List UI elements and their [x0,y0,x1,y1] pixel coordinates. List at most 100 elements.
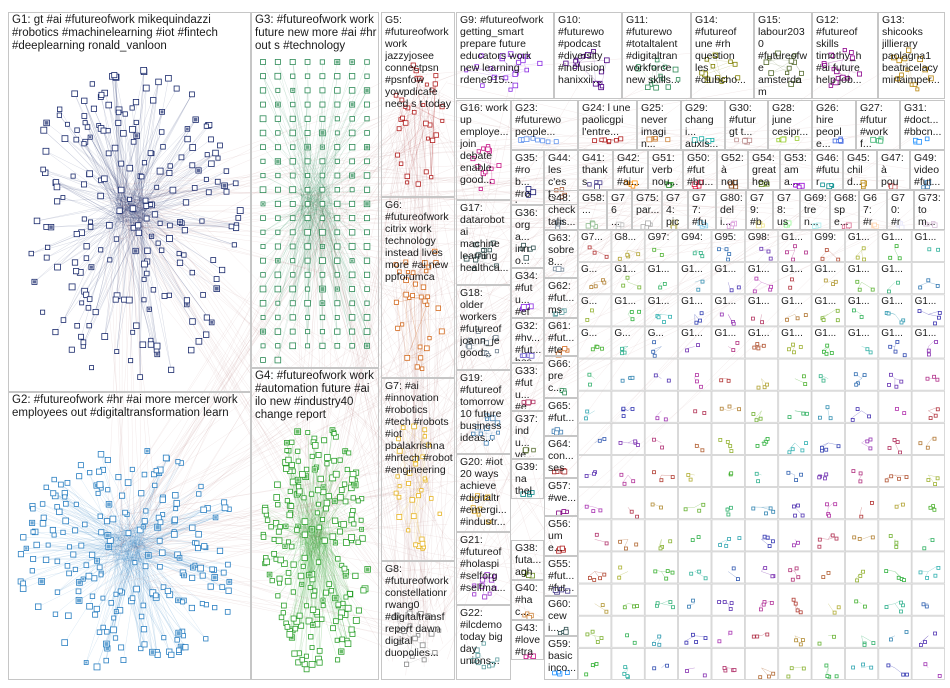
small-group-frame [578,519,612,552]
node [696,183,702,189]
node [155,78,162,86]
small-group-frame [644,615,679,648]
node [168,366,175,373]
small-group-frame [744,551,779,584]
node [151,211,159,218]
node [861,182,866,188]
node [215,155,221,161]
node [54,263,61,271]
node [395,474,400,479]
small-group-frame [578,583,612,616]
small-group-frame [578,294,612,327]
node [289,328,296,335]
node [347,591,353,597]
node [260,314,266,320]
node [142,563,149,570]
group-frame [554,12,622,99]
node [349,328,356,335]
group-frame [544,636,578,680]
node [288,461,295,468]
node [705,76,710,81]
node [406,480,411,486]
node [274,115,281,122]
node [337,614,343,620]
node [319,228,326,236]
node [156,167,164,175]
node [89,81,95,87]
node [277,556,284,564]
node [405,180,410,185]
node [201,543,208,550]
group-frame [544,398,578,436]
small-group-frame [845,390,879,423]
small-group-frame [845,487,879,520]
node [728,59,733,64]
node [337,493,344,501]
small-group-frame [578,230,612,263]
node [289,215,296,221]
node [331,431,337,437]
node [35,603,42,610]
node [144,247,151,254]
node [274,356,282,364]
node [285,456,292,464]
node [98,247,104,253]
node [112,296,119,303]
node [775,50,781,57]
node [138,490,145,497]
node [319,329,325,335]
node [348,626,355,633]
node [512,82,519,89]
node [33,541,40,549]
group-frame [511,268,544,318]
node [96,481,104,489]
node [290,615,297,622]
node [218,266,226,274]
node [528,653,533,658]
node [423,268,429,274]
node [328,588,335,594]
node [81,181,88,188]
node [319,87,326,94]
small-group-frame [911,487,945,520]
node [485,519,491,525]
small-group-frame [778,294,812,327]
group-frame [662,190,688,230]
node [92,308,99,316]
node [86,170,94,178]
node [280,602,287,609]
group-frame [877,150,910,190]
node [289,172,296,179]
node [289,129,296,137]
node [289,158,296,165]
node [319,616,325,622]
node [280,610,286,616]
node [81,97,88,104]
node [212,605,218,611]
node [260,144,266,150]
node [431,616,436,620]
node [321,437,328,444]
small-group-frame [878,422,912,455]
node [89,593,96,599]
node [289,144,296,150]
node [348,73,356,80]
node [558,587,565,593]
node [733,184,739,190]
node [319,342,326,349]
node [323,505,329,512]
node [413,542,419,548]
node [483,340,489,346]
node [319,272,326,278]
node [531,447,536,453]
node [334,73,341,80]
node [722,77,728,83]
small-group-frame [911,583,945,616]
node [481,664,487,670]
node [480,337,486,343]
node [426,442,431,448]
node [363,243,371,250]
node [304,129,311,136]
node [895,220,902,227]
node [523,136,530,143]
